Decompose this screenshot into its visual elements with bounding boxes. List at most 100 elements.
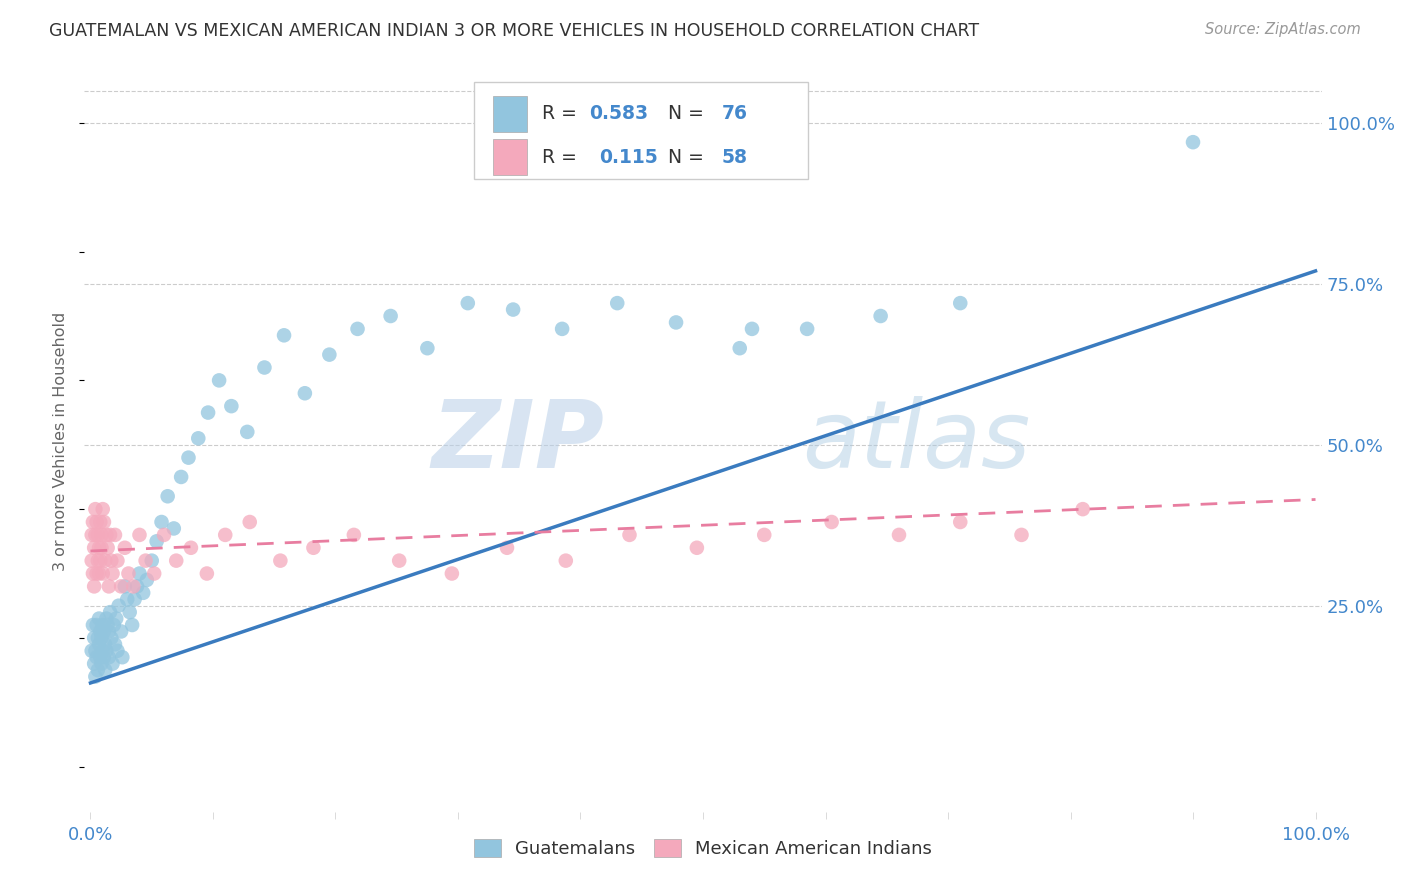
Text: ZIP: ZIP xyxy=(432,395,605,488)
Point xyxy=(128,528,150,542)
Point xyxy=(87,541,110,555)
Point xyxy=(87,566,110,581)
Point xyxy=(83,631,105,645)
Point xyxy=(820,515,842,529)
Point xyxy=(496,541,519,555)
Point xyxy=(97,650,120,665)
Point xyxy=(104,528,127,542)
Point xyxy=(82,618,104,632)
Point xyxy=(87,528,110,542)
Point xyxy=(100,554,122,568)
Point xyxy=(686,541,709,555)
Point xyxy=(82,566,104,581)
Point xyxy=(728,341,751,355)
Point xyxy=(273,328,295,343)
Point xyxy=(110,624,132,639)
Point xyxy=(84,502,107,516)
Text: 0.115: 0.115 xyxy=(599,147,658,167)
Point xyxy=(87,637,110,651)
Point xyxy=(153,528,176,542)
Point xyxy=(98,605,121,619)
Point xyxy=(97,618,120,632)
Point xyxy=(80,644,103,658)
Point xyxy=(949,515,972,529)
Point xyxy=(87,631,110,645)
Point xyxy=(91,644,114,658)
Point xyxy=(163,521,186,535)
Point xyxy=(416,341,439,355)
Point xyxy=(93,650,115,665)
Point xyxy=(177,450,200,465)
Point xyxy=(236,425,259,439)
Point xyxy=(100,631,122,645)
Point xyxy=(89,554,111,568)
Point xyxy=(221,399,243,413)
Point xyxy=(141,554,163,568)
Point xyxy=(606,296,628,310)
Point xyxy=(114,579,136,593)
Point xyxy=(91,566,114,581)
Point xyxy=(253,360,276,375)
Point xyxy=(125,579,148,593)
Point xyxy=(90,657,112,671)
Point xyxy=(101,566,124,581)
Bar xyxy=(474,82,808,178)
Point xyxy=(111,650,134,665)
Point xyxy=(97,541,120,555)
Point xyxy=(388,554,411,568)
Point xyxy=(97,624,120,639)
Text: R =: R = xyxy=(543,147,583,167)
Point xyxy=(302,541,325,555)
Point xyxy=(86,618,108,632)
Point xyxy=(165,554,187,568)
Point xyxy=(502,302,524,317)
Point xyxy=(135,573,157,587)
Point xyxy=(103,618,125,632)
Point xyxy=(318,348,340,362)
Point xyxy=(90,541,112,555)
Point xyxy=(84,644,107,658)
Point xyxy=(83,541,105,555)
Point xyxy=(80,554,103,568)
Point xyxy=(170,470,193,484)
Point xyxy=(741,322,763,336)
Point xyxy=(117,566,139,581)
Point xyxy=(107,644,129,658)
Point xyxy=(380,309,402,323)
Point xyxy=(118,605,141,619)
Point xyxy=(294,386,316,401)
Point xyxy=(98,528,121,542)
Text: 58: 58 xyxy=(721,147,748,167)
Text: atlas: atlas xyxy=(801,396,1031,487)
Point xyxy=(86,566,108,581)
Point xyxy=(1182,135,1205,149)
Point xyxy=(110,579,132,593)
Point xyxy=(754,528,776,542)
Point xyxy=(132,586,155,600)
Point xyxy=(90,528,112,542)
Point xyxy=(665,315,688,329)
Point xyxy=(91,502,114,516)
Point xyxy=(84,669,107,683)
Point xyxy=(346,322,368,336)
Point xyxy=(84,528,107,542)
Point xyxy=(96,644,118,658)
Point xyxy=(115,592,138,607)
Point xyxy=(93,515,115,529)
Point xyxy=(83,657,105,671)
Point xyxy=(94,663,117,677)
Point xyxy=(1011,528,1033,542)
Text: R =: R = xyxy=(543,104,583,123)
Point xyxy=(107,554,129,568)
Point xyxy=(89,650,111,665)
Point xyxy=(150,515,173,529)
Point xyxy=(101,657,124,671)
Point xyxy=(187,431,209,445)
Y-axis label: 3 or more Vehicles in Household: 3 or more Vehicles in Household xyxy=(53,312,69,571)
Bar xyxy=(492,139,527,175)
Point xyxy=(82,515,104,529)
Legend: Guatemalans, Mexican American Indians: Guatemalans, Mexican American Indians xyxy=(474,838,932,858)
Point xyxy=(269,554,291,568)
Point xyxy=(128,566,150,581)
Point xyxy=(89,515,111,529)
